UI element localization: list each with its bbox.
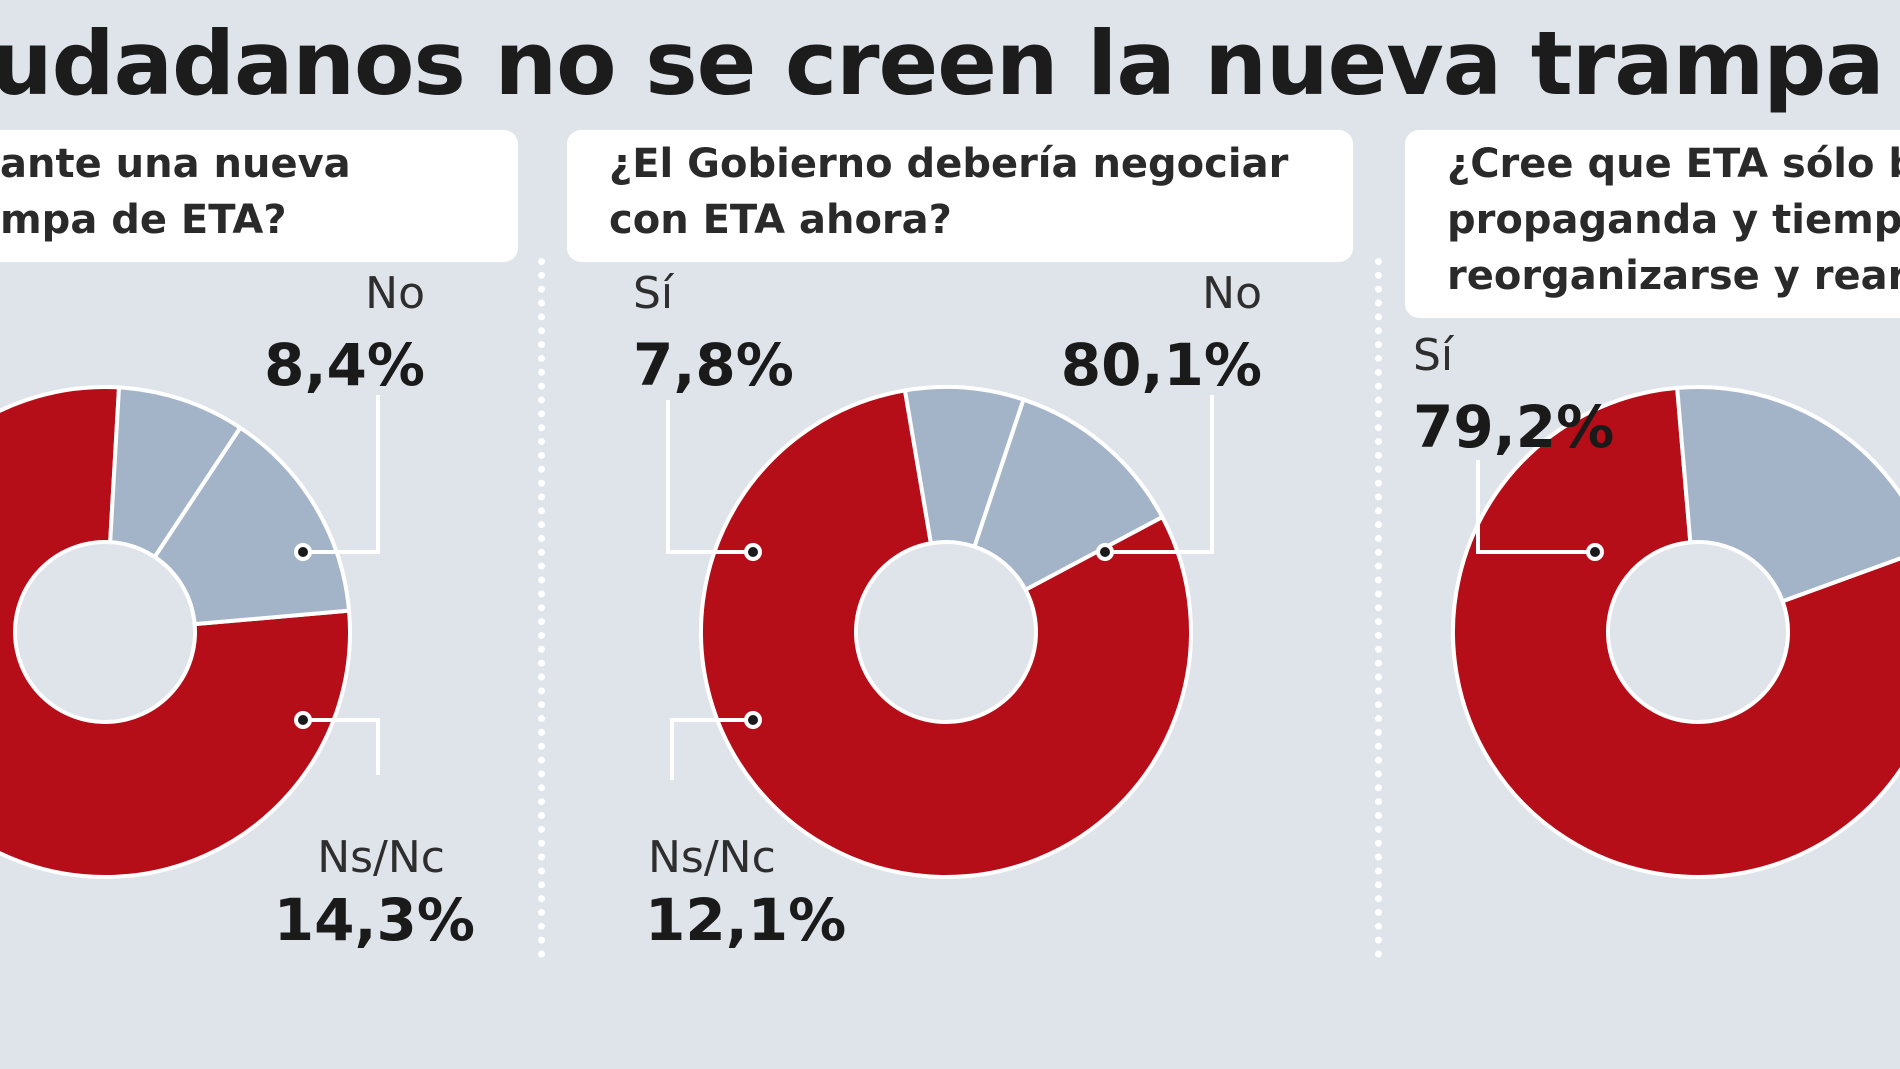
chart-1-leader-dot-core-2 [298, 547, 308, 557]
chart-3-slice-1-label: Sí [1413, 330, 1455, 381]
chart-2-slice-1-value: 80,1% [1061, 331, 1262, 399]
chart-2-slice-1 [699, 388, 1193, 879]
question-box-2: ¿El Gobierno debería negociar con ETA ah… [567, 130, 1353, 262]
chart-2-leader-1 [1105, 395, 1214, 554]
chart-3-leader-1 [1476, 460, 1595, 554]
question-box-3: ¿Cree que ETA sólo b propaganda y tiempo… [1405, 130, 1900, 318]
column-divider-1 [538, 258, 545, 958]
chart-2-leader-dot-core-3 [748, 715, 758, 725]
chart-3-leader-dot-core-1 [1590, 547, 1600, 557]
question-1-line-1: ante una nueva [0, 141, 351, 187]
chart-3-slice-2 [1675, 385, 1900, 604]
column-divider-2 [1375, 258, 1382, 958]
question-box-1: ante una nueva mpa de ETA? [0, 130, 518, 262]
chart-1-slice-3-value: 14,3% [274, 886, 475, 954]
chart-3-slice-1 [1450, 385, 1900, 879]
question-2-line-1: ¿El Gobierno debería negociar [609, 141, 1289, 187]
chart-2-leader-dot-core-1 [1100, 547, 1110, 557]
chart-2-leader-2 [666, 400, 753, 554]
chart-2-slice-3-label: Ns/Nc [648, 832, 776, 883]
chart-1-slice-3 [152, 425, 352, 627]
chart-1-leader-2 [303, 395, 380, 554]
chart-2-slice-3 [972, 397, 1165, 592]
headline: udadanos no se creen la nueva trampa [0, 12, 1885, 115]
question-3-line-1: ¿Cree que ETA sólo b [1447, 141, 1900, 187]
chart-3-slice-1-value: 79,2% [1413, 393, 1614, 461]
question-2-line-2: con ETA ahora? [609, 197, 952, 243]
chart-2-slice-1-label: No [1202, 268, 1262, 319]
chart-2-slice-2-label: Sí [633, 268, 675, 319]
question-1-line-2: mpa de ETA? [0, 197, 287, 243]
chart-1-leader-dot-core-3 [298, 715, 308, 725]
chart-2-leader-3 [670, 718, 753, 780]
chart-2-slice-3-value: 12,1% [645, 886, 846, 954]
chart-1-leader-3 [303, 718, 380, 775]
question-3-line-2: propaganda y tiempo [1447, 197, 1900, 243]
chart-2-leader-dot-core-2 [748, 547, 758, 557]
question-3-line-3: reorganizarse y rearr [1447, 253, 1900, 299]
chart-1-slice-2-label: No [365, 268, 425, 319]
chart-1-slice-1 [0, 385, 352, 879]
chart-2-slice-2-value: 7,8% [633, 331, 794, 399]
chart-1-slice-2-value: 8,4% [264, 331, 425, 399]
chart-1-slice-3-label: Ns/Nc [317, 832, 445, 883]
